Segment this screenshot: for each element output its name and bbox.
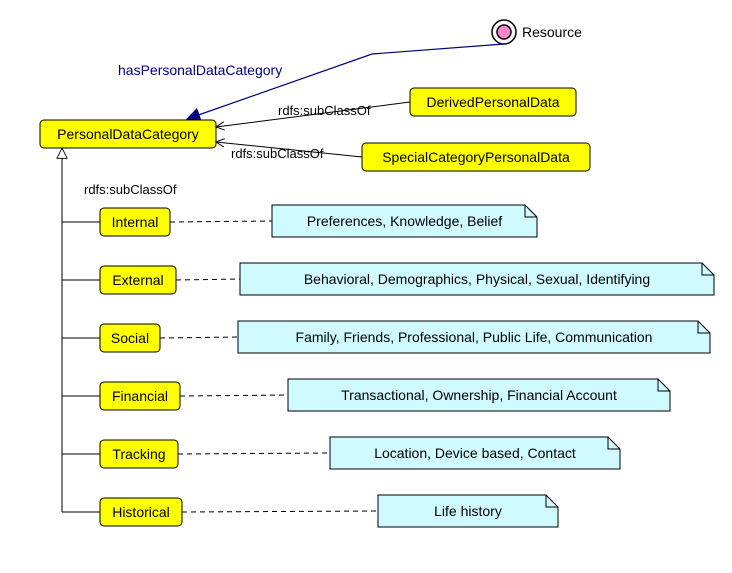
note-link-1 (176, 279, 240, 280)
note-link-0 (170, 221, 272, 222)
note-link-4 (178, 453, 330, 454)
personal-data-category-class-label: PersonalDataCategory (57, 126, 199, 142)
note-link-3 (180, 395, 288, 396)
category-class-2-label: Social (111, 330, 149, 346)
has-pdc-label: hasPersonalDataCategory (118, 62, 282, 78)
subclass-trunk-label: rdfs:subClassOf (84, 182, 177, 197)
note-link-2 (160, 337, 238, 338)
note-link-5 (182, 511, 378, 512)
category-class-1-label: External (112, 272, 163, 288)
category-note-5-label: Life history (434, 503, 502, 519)
sibling-class-0-label: DerivedPersonalData (426, 94, 559, 110)
category-note-0-label: Preferences, Knowledge, Belief (307, 213, 502, 229)
category-class-4-label: Tracking (112, 446, 165, 462)
category-note-1-label: Behavioral, Demographics, Physical, Sexu… (304, 271, 650, 287)
sibling-edge-label-0: rdfs:subClassOf (278, 103, 371, 118)
resource-label: Resource (522, 24, 582, 40)
category-class-3-label: Financial (112, 388, 168, 404)
ontology-diagram: Resource hasPersonalDataCategory PersonalD… (0, 0, 732, 573)
category-note-2-label: Family, Friends, Professional, Public Li… (296, 329, 653, 345)
category-class-0-label: Internal (112, 214, 159, 230)
resource-node-inner (497, 25, 511, 39)
category-note-4-label: Location, Device based, Contact (374, 445, 576, 461)
category-class-5-label: Historical (112, 504, 170, 520)
category-note-3-label: Transactional, Ownership, Financial Acco… (341, 387, 617, 403)
sibling-edge-label-1: rdfs:subClassOf (231, 146, 324, 161)
sibling-class-1-label: SpecialCategoryPersonalData (382, 149, 570, 165)
